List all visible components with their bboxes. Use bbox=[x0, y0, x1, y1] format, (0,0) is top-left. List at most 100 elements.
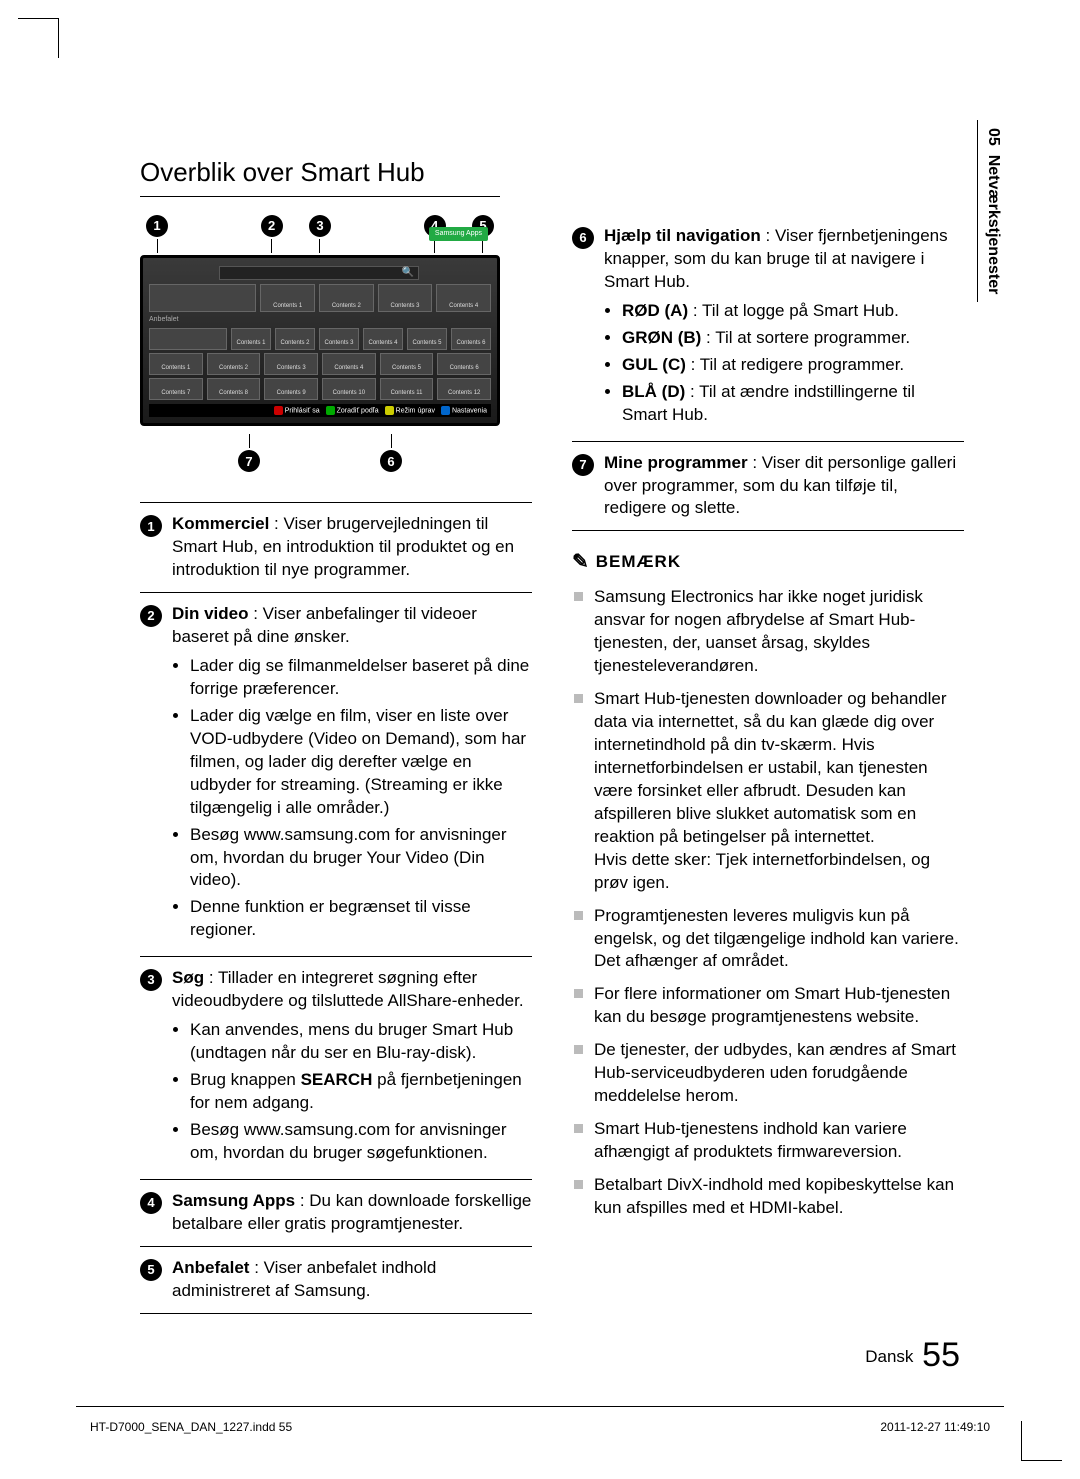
key-b: Zoradiť podľa bbox=[337, 407, 379, 414]
item-body: Samsung Apps : Du kan downloade forskell… bbox=[172, 1190, 532, 1236]
left-description-table: 1Kommerciel : Viser brugervejledningen t… bbox=[140, 502, 532, 1313]
tile: Contents 2 bbox=[207, 353, 261, 375]
item-bullets: Kan anvendes, mens du bruger Smart Hub (… bbox=[172, 1019, 532, 1165]
right-column: 6 Hjælp til navigation : Viser fjernbetje… bbox=[572, 215, 964, 1313]
footer-file: HT-D7000_SENA_DAN_1227.indd 55 bbox=[90, 1419, 292, 1435]
screenshot-figure: 1 2 3 4 5 Samsung Apps Contents 1 Conten… bbox=[140, 215, 500, 472]
section-label: Anbefalet bbox=[149, 315, 491, 324]
bullet: Kan anvendes, mens du bruger Smart Hub (… bbox=[190, 1019, 532, 1065]
table-row: 7 Mine programmer : Viser dit personlige … bbox=[572, 442, 964, 532]
bullet: GRØN (B) : Til at sortere programmer. bbox=[622, 327, 964, 350]
smarthub-screenshot: Samsung Apps Contents 1 Contents 2 Conte… bbox=[140, 255, 500, 426]
chapter-number: 05 bbox=[985, 128, 1002, 146]
tile: Contents 2 bbox=[275, 328, 315, 350]
note-heading: ✎ BEMÆRK bbox=[572, 549, 964, 576]
callouts-bottom: 7 6 bbox=[140, 432, 500, 472]
footer-datetime: 2011-12-27 11:49:10 bbox=[880, 1419, 990, 1435]
tile: Contents 6 bbox=[451, 328, 491, 350]
note-icon: ✎ bbox=[572, 549, 590, 576]
table-row: 1Kommerciel : Viser brugervejledningen t… bbox=[140, 502, 532, 593]
callout-6: 6 bbox=[380, 450, 402, 472]
bullet: Besøg www.samsung.com for anvisninger om… bbox=[190, 1119, 532, 1165]
item-body: Anbefalet : Viser anbefalet indhold admi… bbox=[172, 1257, 532, 1303]
item-number: 6 bbox=[572, 227, 594, 249]
item-body: Kommerciel : Viser brugervejledningen ti… bbox=[172, 513, 532, 582]
tile: Contents 7 bbox=[149, 378, 203, 400]
side-tab: 05 Netværkstjenester bbox=[977, 120, 1008, 302]
tile: Contents 1 bbox=[260, 284, 315, 312]
samsung-apps-button: Samsung Apps bbox=[429, 227, 488, 240]
note-item: Smart Hub-tjenestens indhold kan variere… bbox=[572, 1118, 964, 1164]
item-number: 3 bbox=[140, 969, 162, 991]
tile bbox=[149, 284, 256, 312]
notes-list: Samsung Electronics har ikke noget jurid… bbox=[572, 586, 964, 1219]
item-label: Kommerciel bbox=[172, 514, 269, 533]
footer-page-number: 55 bbox=[922, 1336, 960, 1374]
left-column: 1 2 3 4 5 Samsung Apps Contents 1 Conten… bbox=[140, 215, 532, 1313]
item-body: Din video : Viser anbefalinger til video… bbox=[172, 603, 532, 946]
item-number: 7 bbox=[572, 454, 594, 476]
table-row: 5 Anbefalet : Viser anbefalet indhold adm… bbox=[140, 1247, 532, 1314]
chapter-title: Netværkstjenester bbox=[985, 155, 1002, 295]
item-bullets: RØD (A) : Til at logge på Smart Hub. GRØN… bbox=[604, 300, 964, 427]
tile: Contents 5 bbox=[407, 328, 447, 350]
item-body: Hjælp til navigation : Viser fjernbetjen… bbox=[604, 225, 964, 431]
note-item: Betalbart DivX-indhold med kopibeskyttel… bbox=[572, 1174, 964, 1220]
footer-lang: Dansk bbox=[865, 1347, 913, 1366]
item-label: Mine programmer bbox=[604, 453, 748, 472]
item-body: Mine programmer : Viser dit personlige g… bbox=[604, 452, 964, 521]
note-heading-text: BEMÆRK bbox=[596, 551, 681, 574]
tile: Contents 11 bbox=[380, 378, 434, 400]
bullet: Lader dig se filmanmeldelser baseret på … bbox=[190, 655, 532, 701]
tile: Contents 6 bbox=[437, 353, 491, 375]
footer-meta: HT-D7000_SENA_DAN_1227.indd 55 2011-12-2… bbox=[90, 1419, 990, 1435]
tile: Contents 9 bbox=[264, 378, 318, 400]
page-content: Overblik over Smart Hub 1 2 3 4 5 Samsun… bbox=[140, 155, 964, 1314]
search-bar bbox=[219, 266, 419, 280]
table-row: 6 Hjælp til navigation : Viser fjernbetje… bbox=[572, 215, 964, 442]
note-item: Smart Hub-tjenesten downloader og behand… bbox=[572, 688, 964, 894]
tile: Contents 4 bbox=[436, 284, 491, 312]
item-bullets: Lader dig se filmanmeldelser baseret på … bbox=[172, 655, 532, 942]
item-number: 5 bbox=[140, 1259, 162, 1281]
tile: Contents 1 bbox=[231, 328, 271, 350]
page-title: Overblik over Smart Hub bbox=[140, 155, 500, 197]
item-label: Hjælp til navigation bbox=[604, 226, 761, 245]
callout-1: 1 bbox=[146, 215, 168, 237]
bullet: Lader dig vælge en film, viser en liste … bbox=[190, 705, 532, 820]
item-label: Søg bbox=[172, 968, 204, 987]
bullet: Denne funktion er begrænset til visse re… bbox=[190, 896, 532, 942]
tile bbox=[149, 328, 227, 350]
item-label: Anbefalet bbox=[172, 1258, 249, 1277]
bullet: BLÅ (D) : Til at ændre indstillingerne t… bbox=[622, 381, 964, 427]
table-row: 4 Samsung Apps : Du kan downloade forskel… bbox=[140, 1180, 532, 1247]
item-number: 4 bbox=[140, 1192, 162, 1214]
tile: Contents 4 bbox=[363, 328, 403, 350]
tile: Contents 1 bbox=[149, 353, 203, 375]
item-text: : Tillader en integreret søgning efter v… bbox=[172, 968, 524, 1010]
tile: Contents 3 bbox=[319, 328, 359, 350]
tile: Contents 3 bbox=[264, 353, 318, 375]
bullet: Brug knappen SEARCH på fjernbetjeningen … bbox=[190, 1069, 532, 1115]
key-c: Režim úprav bbox=[396, 407, 435, 414]
bullet: RØD (A) : Til at logge på Smart Hub. bbox=[622, 300, 964, 323]
bullet: Besøg www.samsung.com for anvisninger om… bbox=[190, 824, 532, 893]
page-number: Dansk 55 bbox=[865, 1333, 960, 1379]
item-body: Søg : Tillader en integreret søgning eft… bbox=[172, 967, 532, 1169]
item-number: 2 bbox=[140, 605, 162, 627]
bullet: GUL (C) : Til at redigere programmer. bbox=[622, 354, 964, 377]
note-item: De tjenester, der udbydes, kan ændres af… bbox=[572, 1039, 964, 1108]
right-description-table: 6 Hjælp til navigation : Viser fjernbetje… bbox=[572, 215, 964, 531]
note-item: For flere informationer om Smart Hub-tje… bbox=[572, 983, 964, 1029]
tile: Contents 5 bbox=[380, 353, 434, 375]
tile: Contents 4 bbox=[322, 353, 376, 375]
item-label: Din video bbox=[172, 604, 249, 623]
tile: Contents 8 bbox=[207, 378, 261, 400]
item-label: Samsung Apps bbox=[172, 1191, 295, 1210]
color-key-bar: Prihlásiť sa Zoradiť podľa Režim úprav N… bbox=[149, 404, 491, 418]
tile: Contents 10 bbox=[322, 378, 376, 400]
table-row: 3 Søg : Tillader en integreret søgning ef… bbox=[140, 957, 532, 1180]
callout-2: 2 bbox=[261, 215, 283, 237]
note-item: Programtjenesten leveres muligvis kun på… bbox=[572, 905, 964, 974]
key-a: Prihlásiť sa bbox=[285, 407, 320, 414]
